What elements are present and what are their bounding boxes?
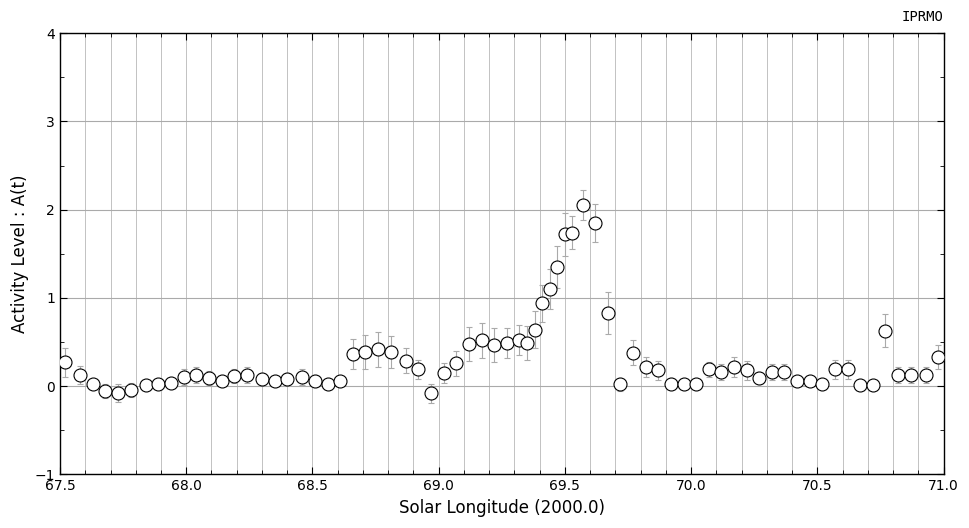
Point — [789, 376, 804, 385]
Point — [175, 373, 191, 382]
Point — [534, 299, 549, 307]
Point — [473, 336, 488, 345]
Point — [864, 381, 880, 390]
Point — [902, 371, 918, 379]
Point — [701, 365, 716, 374]
Point — [738, 366, 754, 374]
Point — [877, 326, 892, 335]
Point — [485, 341, 501, 349]
Point — [320, 379, 335, 388]
Point — [226, 371, 241, 380]
Point — [163, 379, 178, 387]
Y-axis label: Activity Level : A(t): Activity Level : A(t) — [11, 175, 29, 333]
Point — [138, 381, 153, 390]
Point — [625, 348, 641, 357]
Point — [213, 376, 229, 385]
Point — [123, 385, 139, 394]
Point — [587, 219, 603, 227]
Point — [801, 376, 817, 385]
Point — [526, 326, 542, 334]
Point — [307, 376, 323, 385]
Point — [663, 379, 678, 388]
Point — [650, 366, 666, 374]
Point — [564, 229, 579, 237]
Point — [383, 347, 398, 356]
Point — [688, 379, 703, 388]
Point — [435, 369, 451, 377]
Point — [751, 374, 766, 382]
Point — [890, 371, 905, 379]
Point — [73, 371, 88, 379]
Point — [279, 375, 295, 383]
Point — [448, 359, 463, 367]
Point — [98, 386, 113, 395]
Point — [397, 356, 413, 365]
Point — [370, 345, 386, 353]
Text: IPRMO: IPRMO — [901, 11, 943, 24]
Point — [575, 201, 590, 210]
Point — [345, 350, 360, 359]
Point — [295, 373, 310, 382]
Point — [85, 380, 101, 389]
Point — [254, 375, 269, 383]
Point — [638, 363, 653, 371]
Point — [713, 368, 729, 376]
Point — [776, 368, 792, 376]
Point — [498, 339, 514, 347]
Point — [612, 380, 628, 389]
Point — [726, 363, 741, 371]
Point — [814, 379, 829, 388]
Point — [201, 374, 216, 382]
Point — [556, 230, 572, 239]
Point — [266, 376, 282, 385]
Point — [422, 389, 438, 398]
Point — [542, 285, 557, 294]
Point — [839, 365, 855, 374]
Point — [917, 371, 932, 379]
Point — [238, 371, 254, 379]
X-axis label: Solar Longitude (2000.0): Solar Longitude (2000.0) — [398, 499, 604, 517]
Point — [764, 368, 779, 376]
Point — [358, 347, 373, 356]
Point — [852, 381, 867, 390]
Point — [675, 380, 691, 389]
Point — [188, 371, 203, 379]
Point — [549, 263, 565, 271]
Point — [512, 336, 527, 345]
Point — [410, 365, 425, 374]
Point — [518, 339, 534, 347]
Point — [110, 389, 126, 398]
Point — [929, 353, 945, 361]
Point — [827, 365, 842, 374]
Point — [600, 309, 615, 317]
Point — [150, 380, 166, 389]
Point — [460, 340, 476, 348]
Point — [332, 376, 348, 385]
Point — [57, 358, 73, 366]
